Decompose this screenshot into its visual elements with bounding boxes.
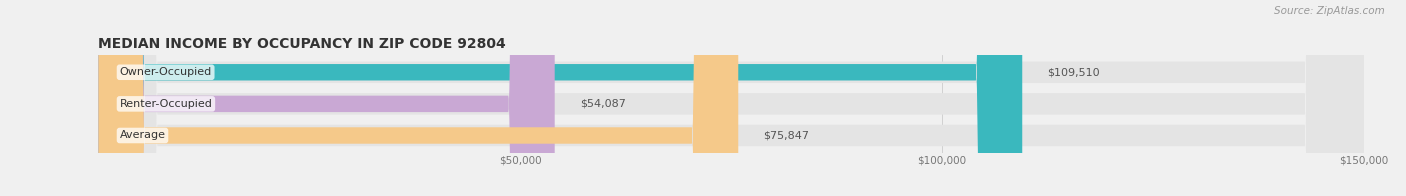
FancyBboxPatch shape [98, 0, 1022, 196]
Text: $109,510: $109,510 [1047, 67, 1099, 77]
Text: Average: Average [120, 131, 166, 141]
Text: Owner-Occupied: Owner-Occupied [120, 67, 212, 77]
Text: $54,087: $54,087 [581, 99, 626, 109]
Text: Source: ZipAtlas.com: Source: ZipAtlas.com [1274, 6, 1385, 16]
FancyBboxPatch shape [98, 0, 1364, 196]
FancyBboxPatch shape [98, 0, 1364, 196]
FancyBboxPatch shape [98, 0, 555, 196]
Text: MEDIAN INCOME BY OCCUPANCY IN ZIP CODE 92804: MEDIAN INCOME BY OCCUPANCY IN ZIP CODE 9… [98, 37, 506, 51]
FancyBboxPatch shape [98, 0, 1364, 196]
Text: Renter-Occupied: Renter-Occupied [120, 99, 212, 109]
FancyBboxPatch shape [98, 0, 738, 196]
Text: $75,847: $75,847 [763, 131, 810, 141]
